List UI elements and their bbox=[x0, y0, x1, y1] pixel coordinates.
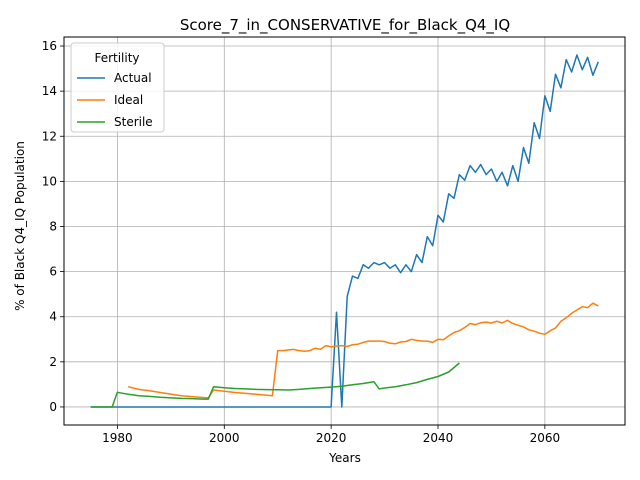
grid-lines bbox=[64, 37, 625, 425]
x-axis-label: Years bbox=[328, 451, 361, 465]
plot-frame bbox=[63, 36, 626, 426]
x-tick-label: 2020 bbox=[316, 431, 347, 445]
y-axis-ticks: 0 2 4 6 8 10 12 14 16 bbox=[42, 39, 64, 414]
y-tick-label: 0 bbox=[49, 400, 57, 414]
y-tick-label: 4 bbox=[49, 310, 57, 324]
series-line-actual bbox=[90, 54, 599, 408]
legend-box bbox=[70, 42, 165, 133]
y-tick-label: 2 bbox=[49, 355, 57, 369]
series-line-ideal bbox=[127, 302, 599, 399]
x-tick-label: 2060 bbox=[530, 431, 561, 445]
series-line-sterile bbox=[90, 362, 460, 408]
x-axis-ticks: 1980 2000 2020 2040 2060 bbox=[102, 425, 560, 445]
legend-label-ideal: Ideal bbox=[114, 93, 143, 107]
series-layer bbox=[90, 54, 599, 408]
legend-title: Fertility bbox=[94, 51, 139, 65]
legend: Fertility Actual Ideal Sterile bbox=[70, 42, 165, 133]
y-tick-label: 14 bbox=[42, 84, 57, 98]
x-tick-label: 2000 bbox=[209, 431, 240, 445]
x-tick-label: 2040 bbox=[423, 431, 454, 445]
y-tick-label: 8 bbox=[49, 219, 57, 233]
y-tick-label: 6 bbox=[49, 265, 57, 279]
x-tick-label: 1980 bbox=[102, 431, 133, 445]
legend-label-sterile: Sterile bbox=[114, 115, 153, 129]
y-tick-label: 12 bbox=[42, 129, 57, 143]
y-axis-label: % of Black Q4_IQ Population bbox=[13, 141, 27, 311]
legend-label-actual: Actual bbox=[114, 71, 152, 85]
chart-title: Score_7_in_CONSERVATIVE_for_Black_Q4_IQ bbox=[180, 16, 510, 35]
y-tick-label: 10 bbox=[42, 174, 57, 188]
legend-items: Actual Ideal Sterile bbox=[77, 71, 153, 129]
y-tick-label: 16 bbox=[42, 39, 57, 53]
